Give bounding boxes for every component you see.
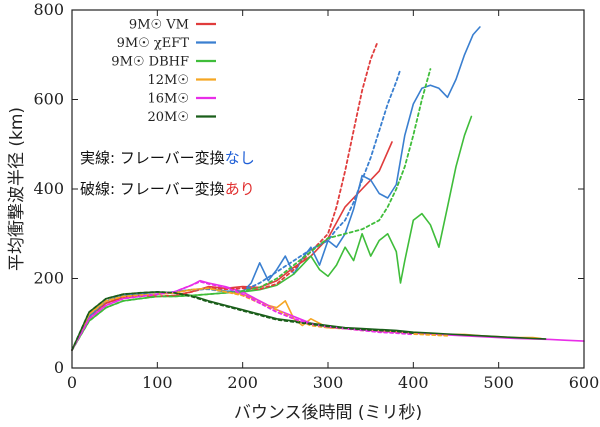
x-tick-label: 100	[142, 373, 173, 392]
series-layer	[71, 26, 585, 352]
legend-label: 12M☉	[147, 73, 189, 88]
y-tick-label: 800	[33, 0, 64, 19]
annotation-line1-prefix: 実線: フレーバー変換	[80, 149, 225, 167]
series-line-dashed	[71, 68, 432, 352]
x-tick-label: 600	[569, 373, 600, 392]
x-tick-label: 0	[67, 373, 77, 392]
legend-label: 16M☉	[147, 92, 189, 107]
y-axis-title: 平均衝撃波半径 (km)	[7, 107, 27, 271]
annotation-line1: 実線: フレーバー変換なし	[80, 149, 255, 167]
x-tick-label: 500	[483, 373, 514, 392]
x-tick-label: 200	[227, 373, 258, 392]
y-tick-label: 400	[33, 179, 64, 198]
y-tick-label: 200	[33, 269, 64, 288]
legend: 9M☉ VM 9M☉ χEFT 9M☉ DBHF 12M☉ 16M☉ 20M☉	[111, 18, 216, 125]
annotation-line2-highlight: あり	[225, 180, 255, 198]
legend-label: 9M☉ χEFT	[117, 36, 190, 51]
y-tick-label: 0	[54, 358, 64, 377]
y-tick-label: 600	[33, 90, 64, 109]
legend-label: 9M☉ DBHF	[111, 55, 189, 70]
x-tick-label: 400	[398, 373, 429, 392]
legend-label: 20M☉	[147, 110, 189, 125]
series-line-dashed	[71, 280, 415, 352]
annotation-line2-prefix: 破線: フレーバー変換	[80, 180, 225, 198]
annotation-line2: 破線: フレーバー変換あり	[80, 180, 255, 198]
annotation-line1-highlight: なし	[225, 149, 255, 167]
ticks-layer: 0 100 200 300 400 500 600 0 200 400 600 800	[33, 0, 599, 392]
x-axis-title: バウンス後時間 (ミリ秒)	[234, 403, 422, 423]
series-line-dashed	[71, 290, 415, 352]
x-tick-label: 300	[313, 373, 344, 392]
legend-label: 9M☉ VM	[129, 18, 189, 33]
